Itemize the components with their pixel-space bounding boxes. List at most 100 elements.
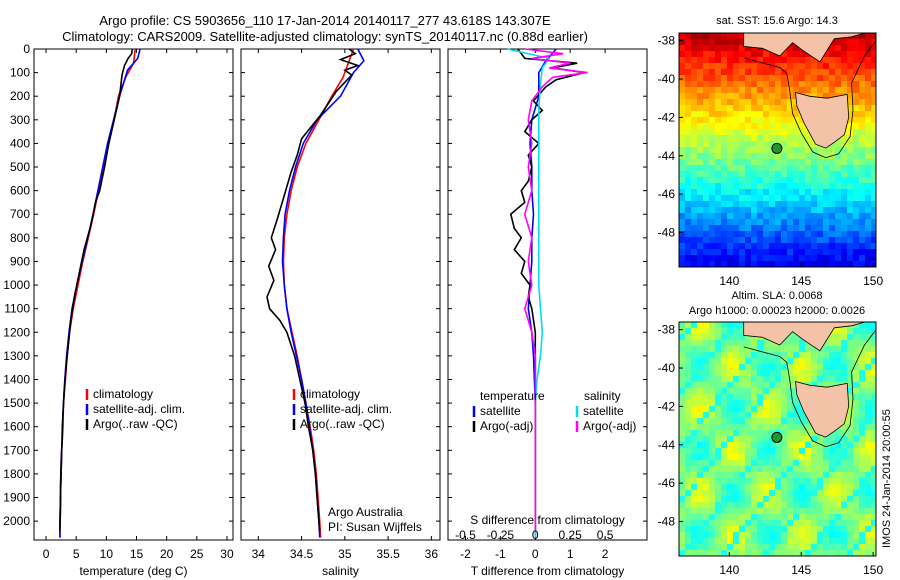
legend-title-salinity: salinity — [584, 389, 621, 403]
x-tick-label: 30 — [220, 547, 234, 561]
figure-title-line-1: Argo profile: CS 5903656_110 17-Jan-2014… — [99, 13, 551, 28]
side-timestamp-label: IMOS 24-Jan-2014 20:00:55 — [881, 409, 893, 548]
map-y-tick-label: -38 — [658, 34, 676, 48]
land-mainland — [743, 33, 876, 63]
panel-temperature: 0100200300400500600700800900100011001200… — [3, 42, 234, 578]
map-sla-field — [679, 322, 876, 556]
legend-label: satellite — [480, 404, 521, 418]
y-tick-label: 1700 — [3, 443, 30, 457]
x-axis-label: temperature (deg C) — [79, 564, 187, 578]
map-y-tick-label: -44 — [658, 149, 676, 163]
x-axis-label: T difference from climatology — [471, 564, 625, 578]
map-y-tick-label: -40 — [658, 361, 676, 375]
map-y-tick-label: -40 — [658, 72, 676, 86]
y-tick-label: 600 — [10, 184, 30, 198]
map-y-tick-label: -48 — [658, 514, 676, 528]
map-y-tick-label: -46 — [658, 476, 676, 490]
map-sla: 140 145 150 -38 -40 -42 -44 -46 -48 Altim. SLA: 0… — [658, 290, 884, 577]
panel-difference: -2 -1 0 1 2 T difference from climatology temp… — [447, 48, 648, 578]
y-tick-label: 900 — [10, 254, 30, 268]
map-x-tick-label: 145 — [791, 274, 811, 288]
series-line-salinity-satellite — [507, 48, 551, 538]
legend-label: Argo(..raw -QC) — [93, 417, 178, 431]
map-x-tick-label: 140 — [719, 274, 739, 288]
map-y-tick-label: -46 — [658, 187, 676, 201]
plot-frame — [240, 48, 441, 541]
y-tick-label: 1200 — [3, 325, 30, 339]
y-tick-label: 700 — [10, 207, 30, 221]
map-x-tick-label: 150 — [863, 274, 883, 288]
float-position-marker — [771, 142, 783, 154]
series-line-temperature-argo-adj- — [509, 48, 585, 531]
x-tick-label: 0 — [532, 547, 539, 561]
x-tick-label: 0 — [43, 547, 50, 561]
panel-salinity: 34 34.5 35 35.5 36 salinity climatologysatelli… — [240, 48, 441, 578]
y-tick-label: 400 — [10, 136, 30, 150]
x-tick-label: 15 — [130, 547, 144, 561]
x-axis-label-top: S difference from climatology — [470, 513, 625, 527]
x-tick-label: 35 — [338, 547, 352, 561]
y-tick-label: 100 — [10, 66, 30, 80]
x-tick-label: -2 — [460, 547, 471, 561]
y-tick-label: 1900 — [3, 491, 30, 505]
legend-label: climatology — [93, 387, 153, 401]
x-tick-label-salinity: -0.5 — [455, 528, 476, 542]
land-tasmania — [795, 380, 850, 438]
x-tick-label: -1 — [495, 547, 506, 561]
float-position-marker — [771, 431, 783, 443]
legend-label: Argo(..raw -QC) — [300, 417, 385, 431]
x-tick-label: 1 — [567, 547, 574, 561]
figure-title-line-2: Climatology: CARS2009. Satellite-adjuste… — [62, 29, 588, 44]
y-tick-label: 1000 — [3, 278, 30, 292]
x-tick-label: 2 — [602, 547, 609, 561]
y-tick-label: 1500 — [3, 396, 30, 410]
pi-annotation: PI: Susan Wijffels — [328, 520, 422, 534]
land-tasmania — [795, 91, 850, 149]
map-sst-field — [679, 33, 876, 267]
map-y-tick-label: -44 — [658, 438, 676, 452]
y-tick-label: 1400 — [3, 372, 30, 386]
legend-label: Argo(-adj) — [583, 419, 636, 433]
x-tick-label: 34 — [252, 547, 266, 561]
series-line-argo-raw-qc- — [59, 48, 134, 531]
map-x-tick-label: 140 — [719, 563, 739, 577]
x-tick-label-salinity: 0.25 — [559, 528, 583, 542]
map-title: sat. SST: 15.6 Argo: 14.3 — [716, 15, 838, 27]
map-frame — [678, 32, 877, 268]
y-tick-label: 500 — [10, 160, 30, 174]
y-tick-label: 1800 — [3, 467, 30, 481]
legend-label: satellite — [583, 404, 624, 418]
x-tick-label: 36 — [425, 547, 439, 561]
y-tick-label: 300 — [10, 113, 30, 127]
plot-frame — [33, 48, 234, 541]
map-title: Altim. SLA: 0.0068 — [731, 290, 822, 302]
x-tick-label: 5 — [73, 547, 80, 561]
map-sst: 140 145 150 -38 -40 -42 -44 -46 -48 sat. SST: 15.… — [658, 15, 884, 288]
x-tick-label: 34.5 — [290, 547, 314, 561]
map-y-tick-label: -42 — [658, 399, 676, 413]
map-x-tick-label: 150 — [863, 563, 883, 577]
y-tick-label: 1100 — [4, 302, 30, 316]
y-tick-label: 0 — [23, 42, 30, 56]
legend-label: climatology — [300, 387, 360, 401]
legend-label: satellite-adj. clim. — [93, 402, 185, 416]
map-y-tick-label: -38 — [658, 323, 676, 337]
series-line-argo-raw-qc- — [266, 48, 361, 531]
map-y-tick-label: -48 — [658, 225, 676, 239]
map-frame — [678, 321, 877, 557]
x-tick-label: 20 — [160, 547, 174, 561]
map-subtitle: Argo h1000: 0.00023 h2000: 0.0026 — [689, 305, 865, 317]
map-x-tick-label: 145 — [791, 563, 811, 577]
legend-label: satellite-adj. clim. — [300, 402, 392, 416]
x-tick-label-salinity: 0.5 — [597, 528, 614, 542]
y-tick-label: 2000 — [3, 514, 30, 528]
y-tick-label: 1300 — [3, 349, 30, 363]
series-line-salinity-argo-adj- — [523, 48, 588, 531]
y-tick-label: 800 — [10, 231, 30, 245]
x-tick-label-salinity: 0 — [532, 528, 539, 542]
legend-label: Argo(-adj) — [480, 419, 533, 433]
pi-annotation: Argo Australia — [328, 505, 403, 519]
x-tick-label-salinity: -0.25 — [487, 528, 515, 542]
x-tick-label: 25 — [190, 547, 204, 561]
